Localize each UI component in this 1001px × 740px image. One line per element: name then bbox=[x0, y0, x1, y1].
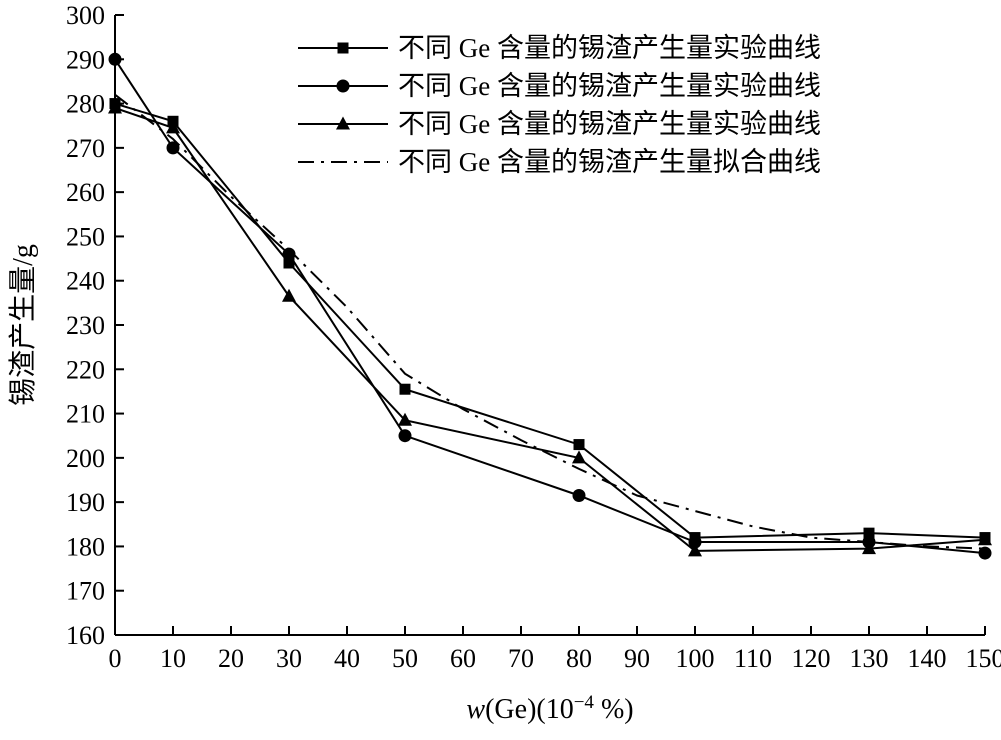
series-1-marker bbox=[108, 52, 122, 66]
x-tick-label: 80 bbox=[566, 644, 592, 673]
y-tick-label: 250 bbox=[66, 222, 105, 251]
series-2-marker bbox=[688, 543, 702, 557]
series-2-marker bbox=[978, 532, 992, 546]
series-line-3 bbox=[114, 93, 986, 550]
x-tick-label: 120 bbox=[792, 644, 831, 673]
series-0-marker bbox=[283, 257, 295, 269]
series-0-marker bbox=[399, 383, 411, 395]
y-tick-label: 280 bbox=[66, 90, 105, 119]
series-2-marker bbox=[398, 412, 412, 426]
x-tick-label: 70 bbox=[508, 644, 534, 673]
series-2-marker bbox=[166, 120, 180, 134]
series-2-marker bbox=[862, 541, 876, 555]
legend-marker-2 bbox=[336, 116, 350, 130]
series-0-marker bbox=[573, 439, 585, 451]
series-1-marker bbox=[282, 247, 296, 261]
x-tick-label: 20 bbox=[218, 644, 244, 673]
x-tick-label: 140 bbox=[908, 644, 947, 673]
legend-label-3: 不同 Ge 含量的锡渣产生量拟合曲线 bbox=[398, 147, 821, 177]
x-tick-label: 100 bbox=[676, 644, 715, 673]
x-tick-label: 0 bbox=[109, 644, 122, 673]
series-1-marker bbox=[978, 546, 992, 560]
legend-marker-0 bbox=[337, 42, 349, 54]
series-line-2 bbox=[114, 107, 986, 552]
legend-label-1: 不同 Ge 含量的锡渣产生量实验曲线 bbox=[398, 71, 821, 101]
y-tick-label: 170 bbox=[66, 577, 105, 606]
x-tick-label: 150 bbox=[966, 644, 1001, 673]
series-1-marker bbox=[572, 489, 586, 502]
y-tick-label: 190 bbox=[66, 488, 105, 517]
y-tick-label: 270 bbox=[66, 134, 105, 163]
y-tick-label: 300 bbox=[66, 1, 105, 30]
x-tick-label: 90 bbox=[624, 644, 650, 673]
y-tick-label: 200 bbox=[66, 444, 105, 473]
legend-label-2: 不同 Ge 含量的锡渣产生量实验曲线 bbox=[398, 109, 821, 139]
series-0-marker bbox=[863, 527, 875, 539]
series-2-marker bbox=[282, 288, 296, 302]
x-tick-label: 40 bbox=[334, 644, 360, 673]
y-tick-label: 260 bbox=[66, 178, 105, 207]
y-tick-label: 230 bbox=[66, 311, 105, 340]
x-axis-title: w(Ge)(10−4 %) bbox=[466, 692, 633, 725]
series-2-marker bbox=[108, 100, 122, 114]
x-tick-label: 10 bbox=[160, 644, 186, 673]
series-line-1 bbox=[114, 58, 986, 555]
y-tick-label: 180 bbox=[66, 532, 105, 561]
y-tick-label: 240 bbox=[66, 267, 105, 296]
y-tick-label: 160 bbox=[66, 621, 105, 650]
legend-label-0: 不同 Ge 含量的锡渣产生量实验曲线 bbox=[398, 33, 821, 63]
series-1-marker bbox=[166, 141, 180, 155]
series-line-0 bbox=[114, 102, 986, 539]
x-tick-label: 50 bbox=[392, 644, 418, 673]
series-1-marker bbox=[398, 429, 412, 443]
y-tick-label: 290 bbox=[66, 45, 105, 74]
x-tick-label: 30 bbox=[276, 644, 302, 673]
x-tick-label: 60 bbox=[450, 644, 476, 673]
y-tick-label: 210 bbox=[66, 400, 105, 429]
legend-marker-1 bbox=[336, 79, 350, 93]
series-2-marker bbox=[572, 450, 586, 464]
y-axis-title: 锡渣产生量/g bbox=[7, 244, 39, 406]
x-tick-label: 130 bbox=[850, 644, 889, 673]
series-1-marker bbox=[688, 535, 702, 549]
x-tick-label: 110 bbox=[734, 644, 772, 673]
y-tick-label: 220 bbox=[66, 355, 105, 384]
